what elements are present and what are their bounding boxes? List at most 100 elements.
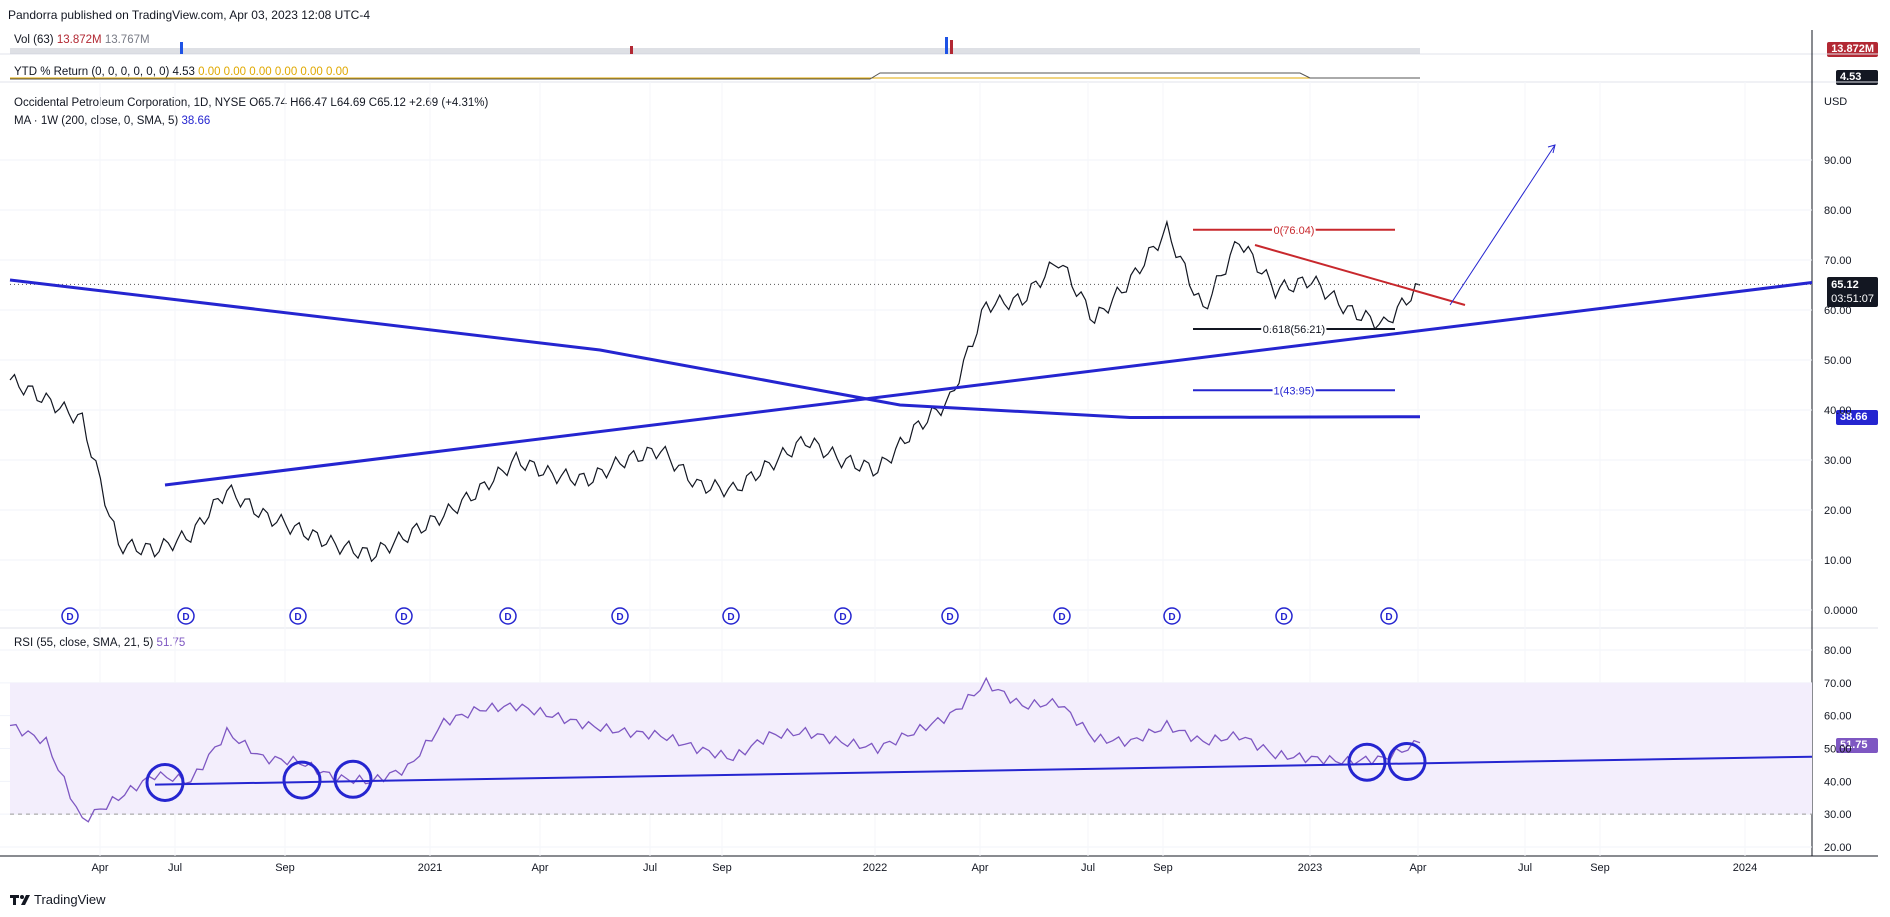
footer[interactable]: TradingView <box>10 892 106 907</box>
dividend-marker-label: D <box>1168 612 1175 623</box>
rsi-tick-label: 20.00 <box>1824 842 1852 854</box>
rsi-touch-circle-icon <box>145 762 185 802</box>
price-tick-label: 50.00 <box>1824 355 1852 367</box>
dividend-marker-icon <box>722 607 740 625</box>
dividend-marker-icon <box>289 607 307 625</box>
volume-value-up: 13.872M <box>56 34 102 46</box>
price-series <box>9 219 1421 563</box>
rsi-tick-label: 30.00 <box>1824 809 1852 821</box>
time-tick-label: Jul <box>1081 862 1095 874</box>
dividend-marker-icon <box>1053 607 1071 625</box>
dividend-marker-label: D <box>66 612 73 623</box>
volume-badge: 13.872M <box>1827 42 1878 57</box>
dividend-marker-label: D <box>1058 612 1065 623</box>
ohlc-values: O65.74 H66.47 L64.69 C65.12 +2.69 (+4.31… <box>249 97 489 109</box>
rsi-trendline <box>154 755 1813 786</box>
time-tick-label: 2022 <box>863 862 887 874</box>
ma-line <box>9 278 1421 420</box>
time-tick-label: Apr <box>971 862 988 874</box>
last-price-badge: 65.12 03:51:07 <box>1827 277 1878 307</box>
rsi-band <box>10 682 1812 815</box>
dividend-marker-icon <box>1163 607 1181 625</box>
dividend-marker-icon <box>611 607 629 625</box>
price-tick-label: 30.00 <box>1824 455 1852 467</box>
rsi-legend[interactable]: RSI (55, close, SMA, 21, 5) 51.75 <box>14 637 185 649</box>
ma-label: MA · 1W (200, close, 0, SMA, 5) <box>14 115 179 127</box>
volume-label: Vol (63) <box>14 34 54 46</box>
volume-bar <box>630 46 633 54</box>
volume-bar <box>950 40 953 54</box>
tradingview-logo-icon <box>10 894 30 905</box>
last-price: 65.12 <box>1831 279 1859 291</box>
rsi-tick-label: 80.00 <box>1824 645 1852 657</box>
time-tick-label: Sep <box>1153 862 1173 874</box>
rsi-tick-label: 60.00 <box>1824 711 1852 723</box>
price-tick-label: 10.00 <box>1824 555 1852 567</box>
rsi-series <box>9 676 1421 823</box>
time-tick-label: Jul <box>1518 862 1532 874</box>
price-tick-label: 20.00 <box>1824 505 1852 517</box>
price-tick-label: 0.0000 <box>1824 605 1858 617</box>
rsi-touch-circle-icon <box>1347 742 1387 782</box>
fib-level-label: 0.618(56.21) <box>1263 324 1325 336</box>
ytd-badge: 4.53 <box>1836 70 1878 85</box>
main-pane[interactable]: 0(76.04) 0.618(56.21) 1(43.95) D D D D D D D D D D D D… <box>9 144 1813 625</box>
rsi-pane[interactable] <box>9 676 1813 823</box>
dividend-marker-label: D <box>1385 612 1392 623</box>
rsi-tick-label: 40.00 <box>1824 776 1852 788</box>
dividend-marker-icon <box>941 607 959 625</box>
time-tick-label: Sep <box>275 862 295 874</box>
ytd-value: 4.53 <box>172 66 195 78</box>
symbol-legend[interactable]: Occidental Petroleum Corporation, 1D, NY… <box>14 97 488 109</box>
dividend-marker-label: D <box>946 612 953 623</box>
axes: 0.0000 10.00 20.00 30.00 40.00 50.00 60.00 70.0… <box>91 155 1857 874</box>
price-tick-label: 60.00 <box>1824 305 1852 317</box>
dividend-marker-label: D <box>182 612 189 623</box>
time-tick-label: Jul <box>168 862 182 874</box>
time-tick-label: 2024 <box>1733 862 1757 874</box>
ytd-zeros: 0.00 0.00 0.00 0.00 0.00 0.00 <box>198 66 349 78</box>
ytd-return-line <box>10 72 1420 80</box>
rsi-tick-label: 70.00 <box>1824 678 1852 690</box>
volume-value-ma: 13.767M <box>104 34 150 46</box>
ma-badge: 38.66 <box>1836 410 1878 425</box>
volume-bar <box>945 37 948 54</box>
price-tick-label: 70.00 <box>1824 255 1852 267</box>
rsi-value: 51.75 <box>156 637 186 649</box>
dividend-marker-icon <box>177 607 195 625</box>
dividend-marker-icon <box>395 607 413 625</box>
dividend-marker-label: D <box>294 612 301 623</box>
footer-brand: TradingView <box>34 892 106 907</box>
dividend-marker-icon <box>61 607 79 625</box>
ytd-legend[interactable]: YTD % Return (0, 0, 0, 0, 0, 0) 4.53 0.0… <box>14 66 348 78</box>
volume-pane <box>10 37 1420 54</box>
ytd-pane <box>10 72 1420 80</box>
fib-level-label: 1(43.95) <box>1274 385 1315 397</box>
rsi-tick-label: 50.00 <box>1824 744 1852 756</box>
volume-legend[interactable]: Vol (63) 13.872M 13.767M <box>14 34 150 46</box>
dividend-marker-icon <box>499 607 517 625</box>
time-tick-label: Sep <box>712 862 732 874</box>
dividend-marker-icon <box>1380 607 1398 625</box>
ma-value: 38.66 <box>181 115 211 127</box>
time-tick-label: Jul <box>643 862 657 874</box>
symbol-title: Occidental Petroleum Corporation, 1D, NY… <box>14 97 247 109</box>
ma-legend[interactable]: MA · 1W (200, close, 0, SMA, 5) 38.66 <box>14 115 210 127</box>
dividend-marker-label: D <box>1280 612 1287 623</box>
dividend-marker-label: D <box>727 612 734 623</box>
volume-area <box>10 48 1420 54</box>
price-tick-label: 40.00 <box>1824 405 1852 417</box>
time-tick-label: Apr <box>531 862 548 874</box>
time-tick-label: Sep <box>1590 862 1610 874</box>
rsi-touch-circle-icon <box>1387 742 1427 782</box>
dividend-marker-label: D <box>400 612 407 623</box>
publish-header: Pandorra published on TradingView.com, A… <box>8 8 371 22</box>
rsi-touch-circle-icon <box>333 759 373 799</box>
dividend-marker-icon <box>834 607 852 625</box>
time-tick-label: Apr <box>1409 862 1426 874</box>
dividend-marker-label: D <box>839 612 846 623</box>
projection-arrow <box>1449 144 1556 306</box>
support-trendline <box>164 281 1813 487</box>
fib-level-label: 0(76.04) <box>1274 225 1315 237</box>
